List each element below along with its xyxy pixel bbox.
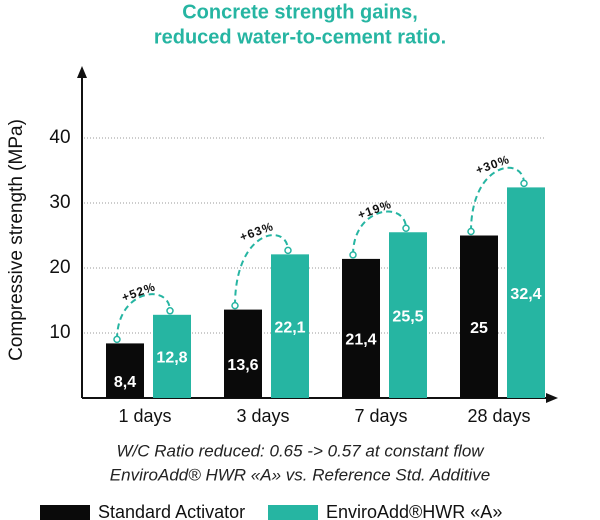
legend-swatch (268, 505, 318, 520)
y-axis-label: Compressive strength (MPa) (6, 119, 27, 361)
value-label: 8,4 (114, 374, 136, 391)
bar (271, 254, 309, 398)
annotation: +19% (356, 197, 394, 222)
chart-title: Concrete strength gains, (182, 1, 418, 23)
note: W/C Ratio reduced: 0.65 -> 0.57 at const… (116, 441, 485, 460)
annotation-dot (520, 179, 528, 188)
value-label: 12,8 (156, 350, 187, 367)
annotation-dot (166, 307, 174, 315)
x-axis-arrow (546, 393, 558, 403)
y-tick-label: 10 (49, 322, 70, 343)
annotation: +52% (120, 279, 158, 304)
annotation-dot (467, 227, 475, 236)
legend-label: EnviroAdd®HWR «A» (326, 502, 502, 520)
x-tick-label: 7 days (354, 406, 407, 426)
annotation-arc (352, 210, 407, 255)
value-label: 25,5 (392, 308, 423, 325)
bar (224, 309, 262, 398)
annotation-dot (402, 224, 410, 232)
x-tick-label: 1 days (118, 406, 171, 426)
x-tick-label: 3 days (236, 406, 289, 426)
y-axis-arrow (77, 66, 87, 78)
value-label: 21,4 (345, 332, 376, 349)
annotation-dot (284, 246, 292, 255)
x-tick-label: 28 days (467, 406, 530, 426)
bar (153, 314, 191, 398)
annotation-arc (234, 234, 289, 306)
y-tick-label: 20 (49, 257, 70, 278)
value-label: 13,6 (227, 357, 258, 374)
value-label: 22,1 (274, 319, 305, 336)
annotation-dot (113, 335, 121, 344)
annotation: +63% (238, 219, 276, 244)
bar (342, 258, 380, 398)
value-label: 25 (470, 320, 488, 337)
legend-label: Standard Activator (98, 502, 245, 520)
annotation-dot (231, 301, 239, 310)
legend-swatch (40, 505, 90, 520)
note: EnviroAdd® HWR «A» vs. Reference Std. Ad… (110, 465, 490, 484)
y-tick-label: 40 (49, 127, 70, 148)
bar (106, 343, 144, 398)
value-label: 32,4 (510, 286, 541, 303)
chart-title: reduced water-to-cement ratio. (154, 26, 446, 48)
y-tick-label: 30 (49, 192, 70, 213)
annotation-dot (349, 251, 357, 259)
annotation-arc (116, 293, 171, 340)
bar (507, 187, 545, 398)
bar (460, 235, 498, 398)
bar (389, 232, 427, 398)
annotation-arc (470, 166, 525, 232)
